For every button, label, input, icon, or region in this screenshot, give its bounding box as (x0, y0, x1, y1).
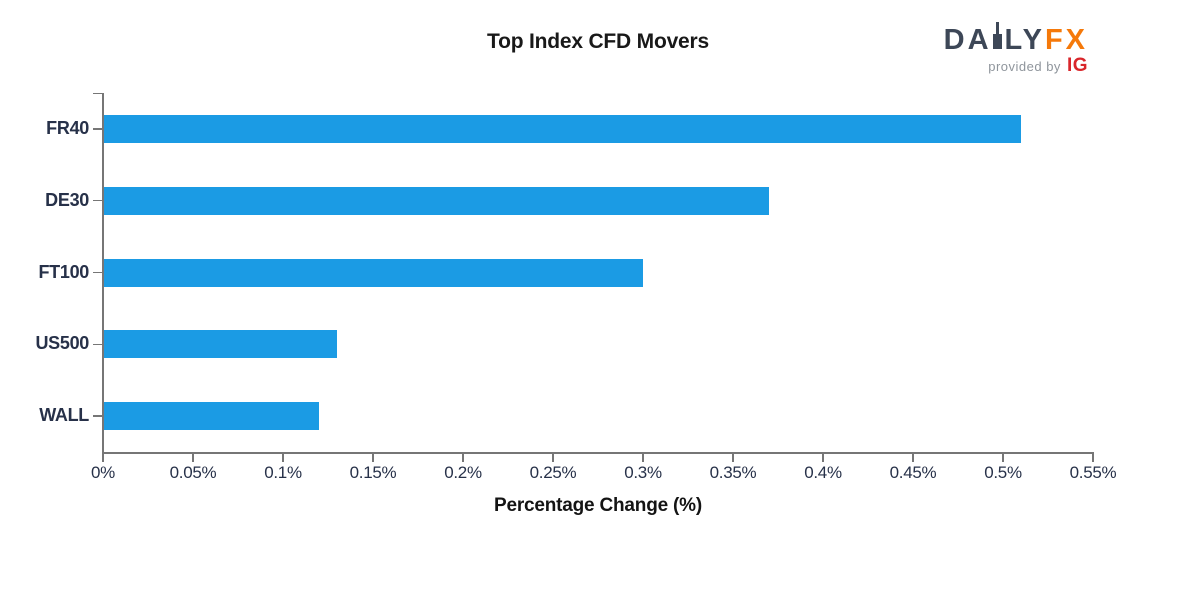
x-tick-0.35% (732, 452, 734, 462)
y-tick-fr40 (93, 128, 102, 130)
bar-us500 (103, 330, 337, 359)
bar-ft100 (103, 258, 643, 287)
bar-wall (103, 402, 319, 431)
category-label-wall: WALL (39, 405, 89, 426)
dailyfx-wordmark: DA LY FX (944, 22, 1088, 55)
x-tick-0.2% (462, 452, 464, 462)
x-axis-spine (102, 452, 1094, 454)
x-tick-label-0.25%: 0.25% (529, 463, 577, 482)
category-label-us500: US500 (35, 333, 89, 354)
provided-by-label: provided by (988, 59, 1061, 74)
x-tick-label-0.3%: 0.3% (624, 463, 662, 482)
x-tick-label-0.1%: 0.1% (264, 463, 302, 482)
x-tick-0.1% (282, 452, 284, 462)
x-tick-label-0%: 0% (91, 463, 115, 482)
y-axis-top-cap (93, 92, 102, 94)
x-tick-0.5% (1002, 452, 1004, 462)
provided-by-line: provided by IG (988, 55, 1088, 76)
category-label-de30: DE30 (45, 189, 89, 210)
x-tick-0.4% (822, 452, 824, 462)
y-tick-wall (93, 415, 102, 417)
ig-logo: IG (1066, 55, 1088, 76)
x-tick-label-0.45%: 0.45% (889, 463, 937, 482)
x-tick-label-0.05%: 0.05% (169, 463, 217, 482)
y-axis-spine (102, 93, 104, 453)
x-tick-0.45% (912, 452, 914, 462)
y-tick-ft100 (93, 271, 102, 274)
bar-de30 (103, 186, 769, 215)
chart-title: Top Index CFD Movers (487, 30, 709, 53)
dailyfx-logo: DA LY FX provided by IG (944, 22, 1088, 76)
brand-text-fx: FX (1044, 24, 1088, 56)
brand-text-da: DA (943, 24, 992, 56)
x-tick-0.3% (642, 452, 644, 462)
x-tick-0.25% (552, 452, 554, 462)
x-tick-label-0.4%: 0.4% (804, 463, 842, 482)
y-tick-us500 (93, 343, 102, 346)
x-tick-label-0.15%: 0.15% (349, 463, 397, 482)
x-axis-label: Percentage Change (%) (493, 495, 703, 516)
x-tick-0.05% (192, 452, 194, 462)
x-tick-0.55% (1092, 452, 1094, 462)
category-label-ft100: FT100 (38, 261, 89, 282)
x-tick-label-0.55%: 0.55% (1069, 463, 1117, 482)
candlestick-icon (992, 22, 1002, 49)
x-tick-label-0.35%: 0.35% (709, 463, 757, 482)
brand-text-ly: LY (1004, 24, 1045, 56)
x-tick-0% (102, 452, 104, 462)
y-tick-de30 (93, 199, 102, 202)
x-tick-label-0.2%: 0.2% (444, 463, 482, 482)
x-tick-label-0.5%: 0.5% (984, 463, 1022, 482)
x-tick-0.15% (372, 452, 374, 462)
category-label-fr40: FR40 (46, 117, 89, 138)
bar-fr40 (103, 114, 1021, 143)
